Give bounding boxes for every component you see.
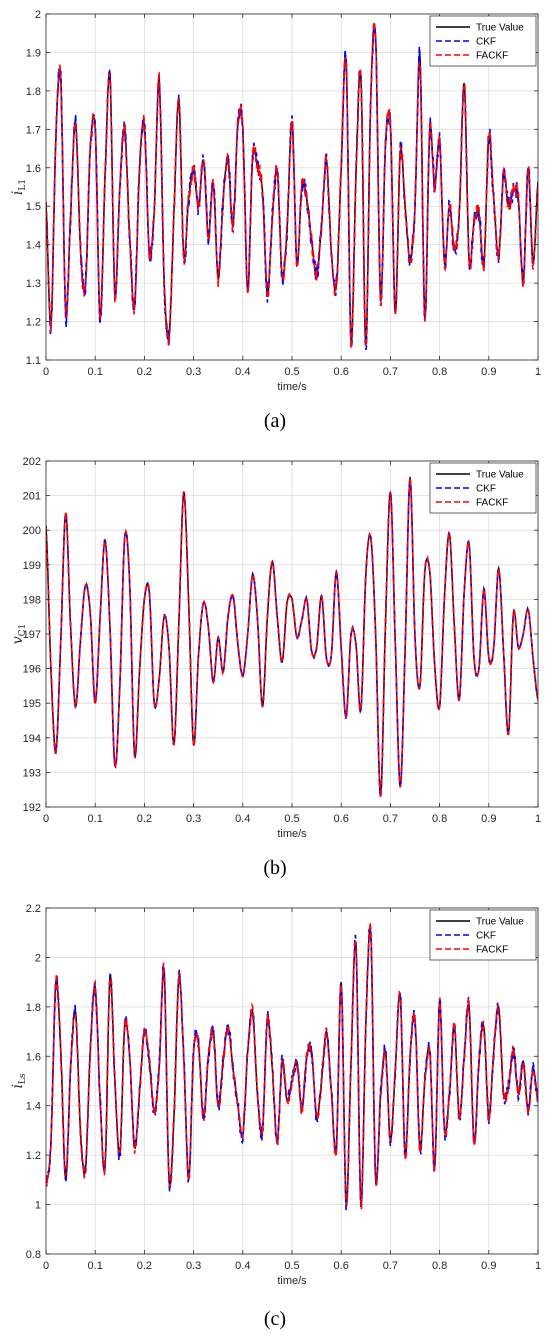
- y-tick-label: 195: [23, 698, 41, 710]
- y-tick-label: 1.6: [26, 163, 41, 175]
- legend: True Value CKF FACKF: [429, 909, 537, 961]
- y-tick-label: 197: [23, 629, 41, 641]
- y-tick-label: 1.9: [26, 47, 41, 59]
- y-tick-label: 1.8: [26, 1002, 41, 1014]
- legend: True Value CKF FACKF: [429, 15, 537, 67]
- series-line-ckf: [46, 22, 538, 351]
- y-tick-label: 192: [23, 802, 41, 814]
- y-axis-label: iLs: [10, 1073, 28, 1088]
- y-tick-label: 199: [23, 560, 41, 572]
- panel-caption-b: (b): [263, 857, 287, 879]
- x-tick-label: 0.4: [235, 813, 250, 825]
- x-tick-label: 0.5: [284, 1260, 299, 1272]
- legend-label: FACKF: [476, 51, 508, 62]
- x-tick-label: 1: [535, 813, 541, 825]
- chart-svg-b: 0 0.1 0.2 0.3 0.4 0.5 0.6 0.7 0.8 0.9 1 192 193 194 19…: [10, 456, 541, 840]
- legend-label: CKF: [476, 484, 496, 495]
- x-tick-label: 0.3: [186, 813, 201, 825]
- x-tick-label: 0.1: [88, 813, 103, 825]
- x-tick-label: 0.4: [235, 1260, 250, 1272]
- x-tick-label: 0.8: [432, 1260, 447, 1272]
- chart-panel-c: 0 0.1 0.2 0.3 0.4 0.5 0.6 0.7 0.8 0.9 1 0.8 1 1.2 1.4 1…: [0, 894, 550, 1340]
- legend-label: FACKF: [476, 945, 508, 956]
- x-tick-label: 0: [43, 813, 49, 825]
- y-tick-label: 0.8: [26, 1249, 41, 1261]
- y-tick-label: 1.6: [26, 1051, 41, 1063]
- x-tick-label: 0.9: [481, 813, 496, 825]
- chart-panel-a: 0 0.1 0.2 0.3 0.4 0.5 0.6 0.7 0.8 0.9 1 1.1 1.2 1.3 1.…: [0, 0, 550, 440]
- y-tick-label: 1.2: [26, 317, 41, 329]
- x-tick-label: 0.5: [284, 813, 299, 825]
- panel-caption-a: (a): [263, 410, 287, 432]
- legend-label: CKF: [476, 37, 496, 48]
- x-tick-label: 0.9: [481, 366, 496, 378]
- chart-svg-c: 0 0.1 0.2 0.3 0.4 0.5 0.6 0.7 0.8 0.9 1 0.8 1 1.2 1.4 1…: [10, 903, 541, 1287]
- x-tick-label: 0.3: [186, 366, 201, 378]
- y-tick-label: 1: [35, 1200, 41, 1212]
- x-tick-label: 1: [535, 1260, 541, 1272]
- legend-label: True Value: [476, 23, 524, 34]
- y-tick-label: 202: [23, 456, 41, 468]
- legend-label: FACKF: [476, 498, 508, 509]
- y-tick-label: 2: [35, 952, 41, 964]
- y-tick-label: 1.4: [26, 1101, 41, 1113]
- legend-label: True Value: [476, 917, 524, 928]
- x-tick-label: 0.6: [334, 813, 349, 825]
- series-line-fackf: [46, 477, 538, 798]
- y-tick-label: 2: [35, 9, 41, 21]
- x-tick-label: 0.7: [383, 366, 398, 378]
- series-line-fackf: [46, 922, 538, 1210]
- x-tick-label: 0.2: [137, 1260, 152, 1272]
- y-tick-label: 1.2: [26, 1150, 41, 1162]
- y-tick-label: 1.4: [26, 240, 41, 252]
- y-tick-label: 200: [23, 525, 41, 537]
- x-tick-label: 0.6: [334, 366, 349, 378]
- x-tick-label: 0.8: [432, 366, 447, 378]
- y-tick-label: 1.5: [26, 201, 41, 213]
- y-tick-label: 1.7: [26, 124, 41, 136]
- x-tick-label: 0.3: [186, 1260, 201, 1272]
- x-tick-label: 0: [43, 366, 49, 378]
- x-tick-label: 0.1: [88, 1260, 103, 1272]
- chart-panel-b: 0 0.1 0.2 0.3 0.4 0.5 0.6 0.7 0.8 0.9 1 192 193 194 19…: [0, 447, 550, 892]
- x-tick-label: 0.7: [383, 1260, 398, 1272]
- y-axis-label: vC1: [10, 624, 28, 645]
- x-tick-label: 1: [535, 366, 541, 378]
- x-axis-label: time/s: [277, 1275, 307, 1287]
- y-tick-label: 201: [23, 491, 41, 503]
- y-tick-label: 1.8: [26, 86, 41, 98]
- panel-caption-c: (c): [263, 1308, 287, 1330]
- x-tick-label: 0.5: [284, 366, 299, 378]
- x-tick-label: 0.9: [481, 1260, 496, 1272]
- y-tick-label: 1.3: [26, 278, 41, 290]
- legend-label: CKF: [476, 931, 496, 942]
- x-axis-label: time/s: [277, 381, 307, 393]
- x-tick-label: 0.2: [137, 366, 152, 378]
- y-tick-label: 196: [23, 664, 41, 676]
- chart-svg-a: 0 0.1 0.2 0.3 0.4 0.5 0.6 0.7 0.8 0.9 1 1.1 1.2 1.3 1.…: [10, 9, 541, 393]
- x-axis-label: time/s: [277, 828, 307, 840]
- x-tick-label: 0.8: [432, 813, 447, 825]
- y-tick-label: 2.2: [26, 903, 41, 915]
- legend-label: True Value: [476, 470, 524, 481]
- y-tick-label: 193: [23, 767, 41, 779]
- y-tick-label: 198: [23, 594, 41, 606]
- x-tick-label: 0.6: [334, 1260, 349, 1272]
- y-tick-label: 1.1: [26, 355, 41, 367]
- y-tick-label: 194: [23, 733, 41, 745]
- x-tick-label: 0.4: [235, 366, 250, 378]
- x-tick-label: 0.7: [383, 813, 398, 825]
- x-tick-label: 0.2: [137, 813, 152, 825]
- y-axis-label: iL1: [10, 179, 28, 195]
- x-tick-label: 0.1: [88, 366, 103, 378]
- series-line-fackf: [46, 22, 538, 349]
- legend: True Value CKF FACKF: [429, 462, 537, 514]
- x-tick-label: 0: [43, 1260, 49, 1272]
